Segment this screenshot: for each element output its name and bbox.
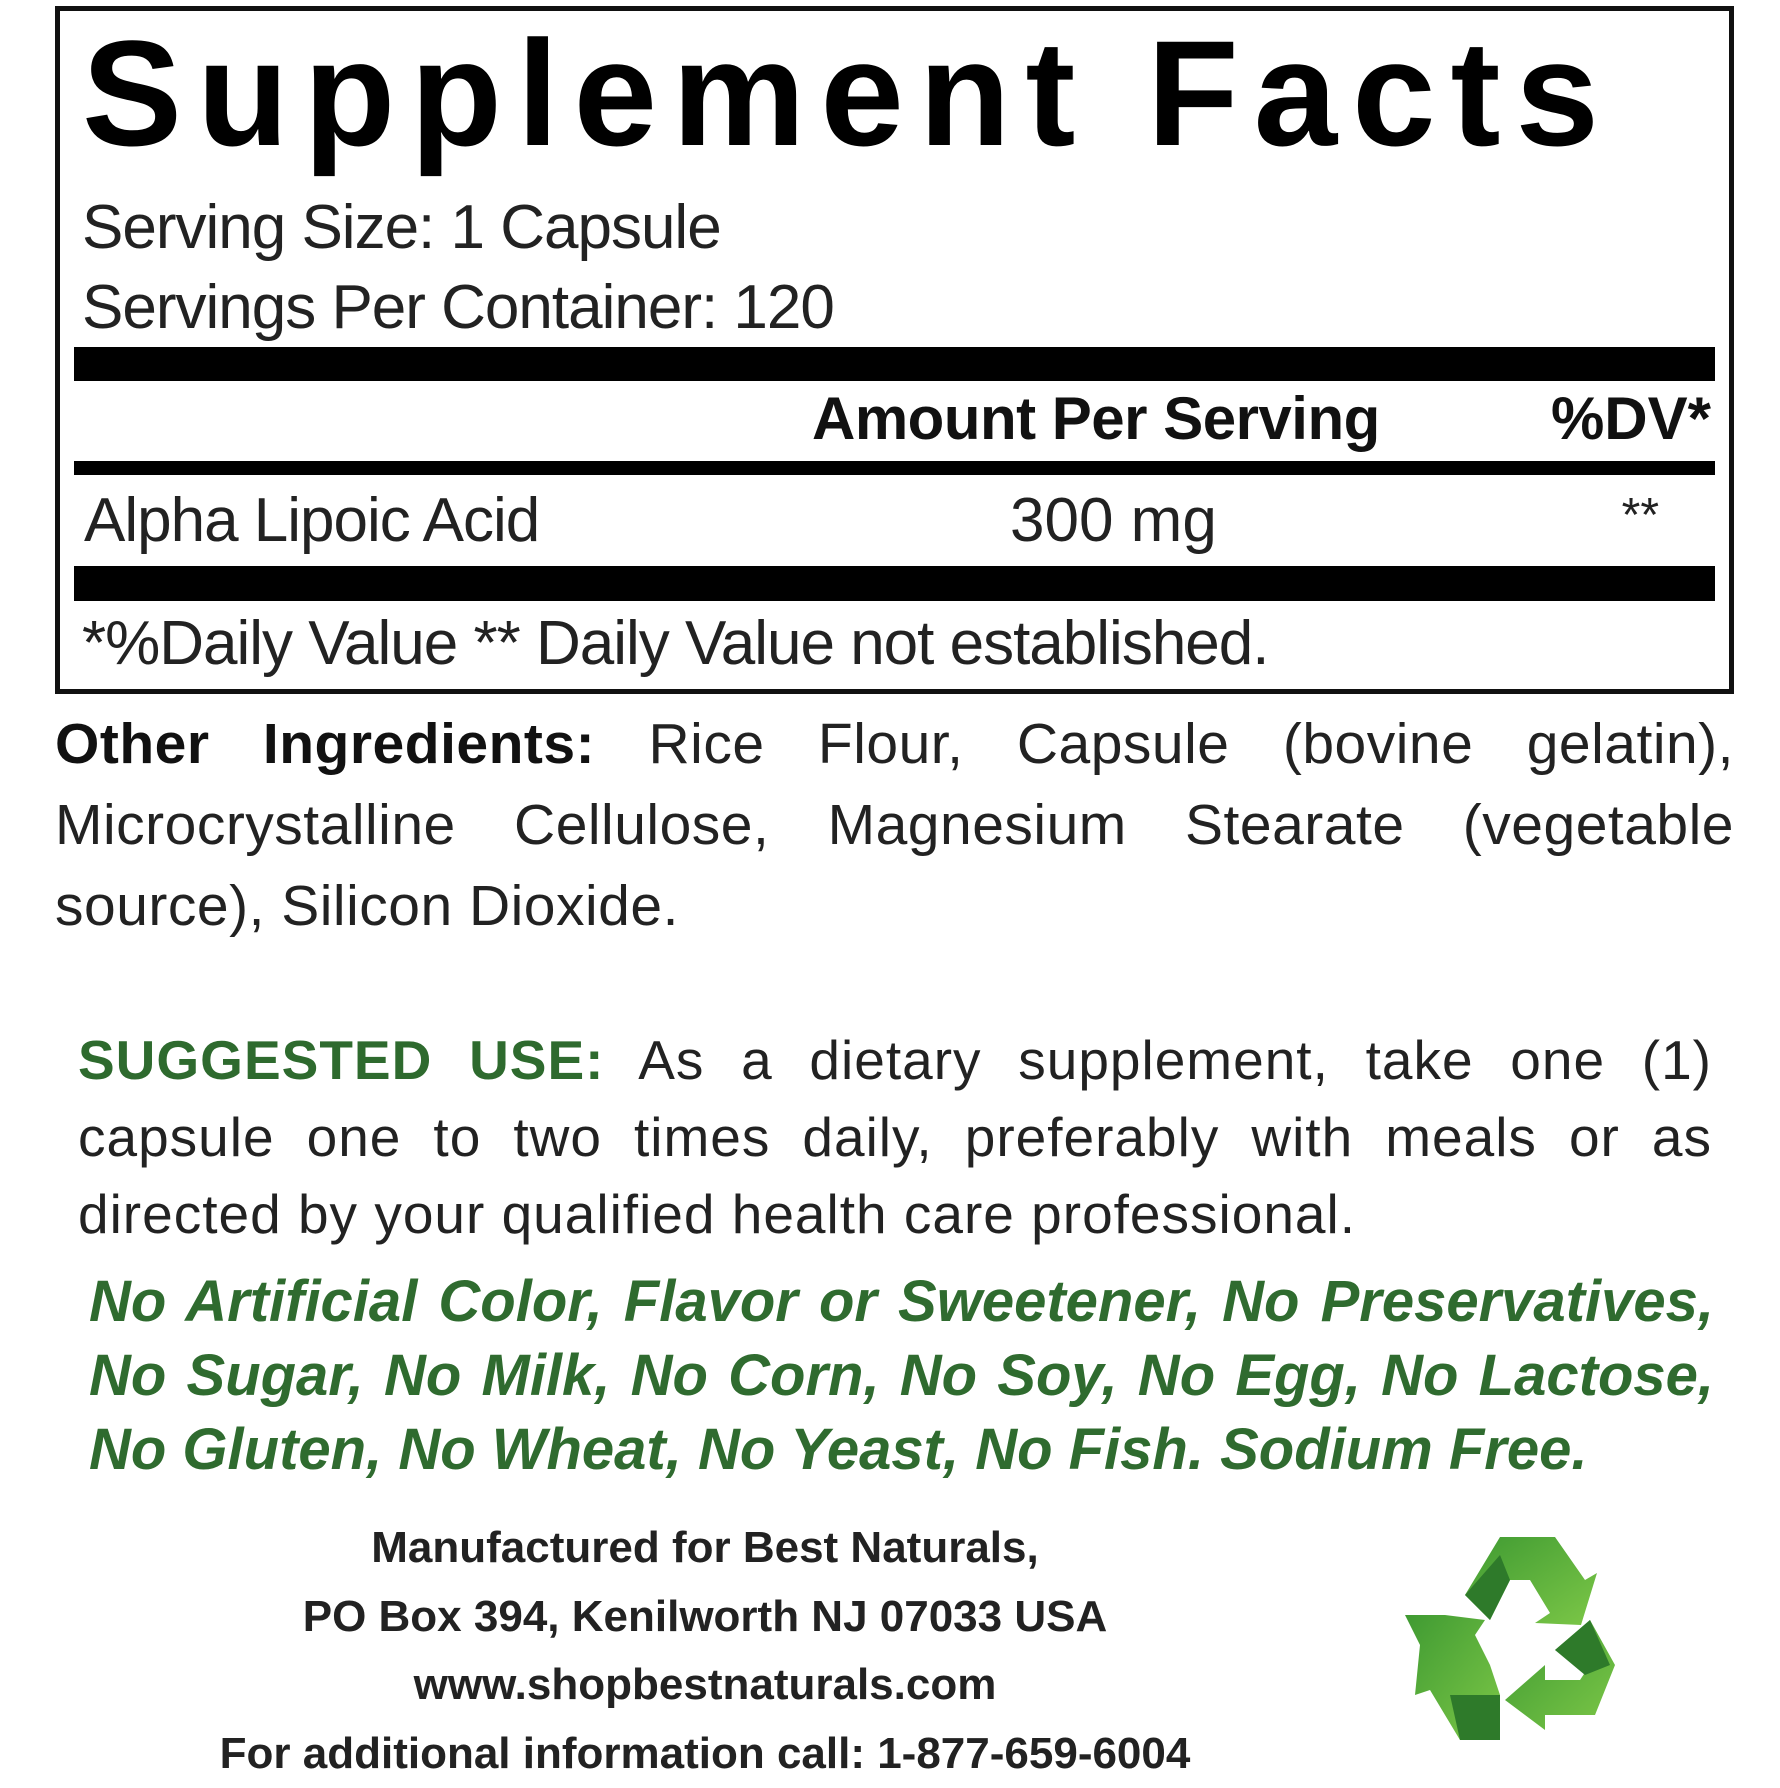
manufacturer-phone: For additional information call: 1-877-6… bbox=[130, 1720, 1280, 1788]
suggested-use: SUGGESTED USE: As a dietary supplement, … bbox=[78, 1022, 1712, 1253]
ingredient-name: Alpha Lipoic Acid bbox=[84, 486, 539, 556]
thick-divider bbox=[74, 347, 1715, 381]
supplement-facts-panel: Supplement Facts Serving Size: 1 Capsule… bbox=[55, 6, 1734, 694]
manufacturer-website: www.shopbestnaturals.com bbox=[130, 1651, 1280, 1720]
thin-divider bbox=[74, 461, 1715, 475]
thick-divider bbox=[74, 566, 1715, 601]
suggested-use-label: SUGGESTED USE: bbox=[78, 1029, 604, 1091]
ingredient-dv: ** bbox=[1622, 486, 1659, 546]
dv-header: %DV* bbox=[1551, 384, 1711, 454]
manufacturer-info: Manufactured for Best Naturals, PO Box 3… bbox=[130, 1514, 1280, 1788]
other-ingredients: Other Ingredients: Rice Flour, Capsule (… bbox=[55, 704, 1734, 947]
recycle-icon bbox=[1385, 1525, 1645, 1780]
free-from-statement: No Artificial Color, Flavor or Sweetener… bbox=[89, 1265, 1714, 1487]
ingredient-amount: 300 mg bbox=[1010, 486, 1217, 556]
other-ingredients-label: Other Ingredients: bbox=[55, 712, 595, 776]
panel-title: Supplement Facts bbox=[82, 13, 1614, 173]
servings-per-container: Servings Per Container: 120 bbox=[82, 273, 834, 343]
amount-per-serving-header: Amount Per Serving bbox=[812, 384, 1380, 454]
dv-footnote: *%Daily Value ** Daily Value not establi… bbox=[82, 609, 1269, 679]
manufacturer-address: PO Box 394, Kenilworth NJ 07033 USA bbox=[130, 1583, 1280, 1652]
manufacturer-line: Manufactured for Best Naturals, bbox=[130, 1514, 1280, 1583]
serving-size: Serving Size: 1 Capsule bbox=[82, 193, 721, 263]
